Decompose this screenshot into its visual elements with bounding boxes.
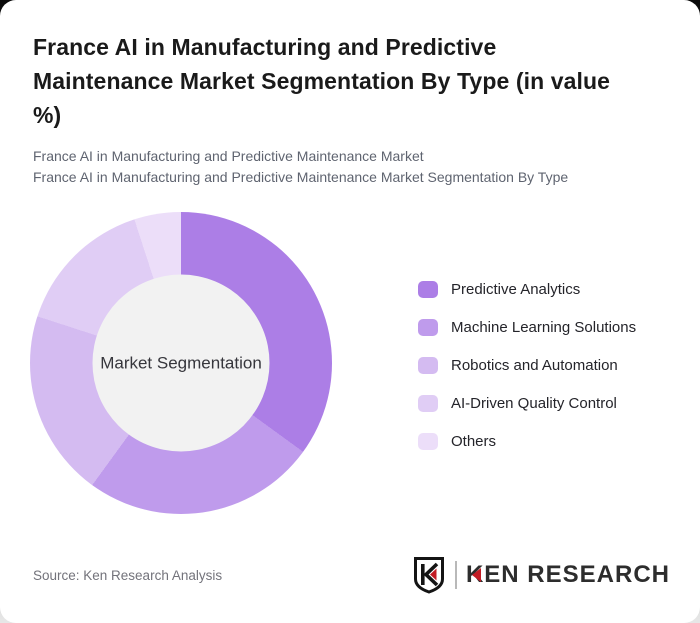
legend-item-ai-driven-quality-control[interactable]: AI-Driven Quality Control [418, 395, 636, 412]
legend-swatch [418, 395, 438, 412]
legend-swatch [418, 433, 438, 450]
chart-subtitle-line2: France AI in Manufacturing and Predictiv… [33, 169, 569, 185]
ken-research-logo[interactable]: KEN RESEARCH [412, 556, 670, 594]
legend-swatch [418, 319, 438, 336]
logo-wordmark: KEN RESEARCH [466, 561, 670, 589]
logo-wordmark-text: KEN RESEARCH [465, 561, 670, 588]
chart-subtitle-line1: France AI in Manufacturing and Predictiv… [33, 148, 424, 164]
legend-label: AI-Driven Quality Control [451, 395, 617, 412]
legend-item-machine-learning-solutions[interactable]: Machine Learning Solutions [418, 319, 636, 336]
legend-label: Machine Learning Solutions [451, 319, 637, 336]
logo-k-red-accent-icon [471, 568, 481, 582]
source-note: Source: Ken Research Analysis [33, 568, 223, 583]
legend: Predictive Analytics Machine Learning So… [418, 281, 636, 450]
legend-swatch [418, 281, 438, 298]
legend-swatch [418, 357, 438, 374]
logo-separator [454, 561, 457, 589]
chart-subtitle: France AI in Manufacturing and Predictiv… [33, 146, 673, 188]
legend-label: Predictive Analytics [451, 281, 581, 298]
donut-center-label: Market Segmentation [100, 353, 262, 372]
legend-item-predictive-analytics[interactable]: Predictive Analytics [418, 281, 636, 298]
legend-label: Robotics and Automation [451, 357, 618, 374]
chart-title: France AI in Manufacturing and Predictiv… [33, 34, 611, 128]
donut-center: Market Segmentation [92, 274, 270, 452]
legend-item-others[interactable]: Others [418, 433, 636, 450]
legend-label: Others [451, 433, 497, 450]
legend-item-robotics-and-automation[interactable]: Robotics and Automation [418, 357, 636, 374]
ken-research-shield-icon [413, 557, 444, 594]
donut-chart[interactable]: Market Segmentation [30, 212, 332, 514]
